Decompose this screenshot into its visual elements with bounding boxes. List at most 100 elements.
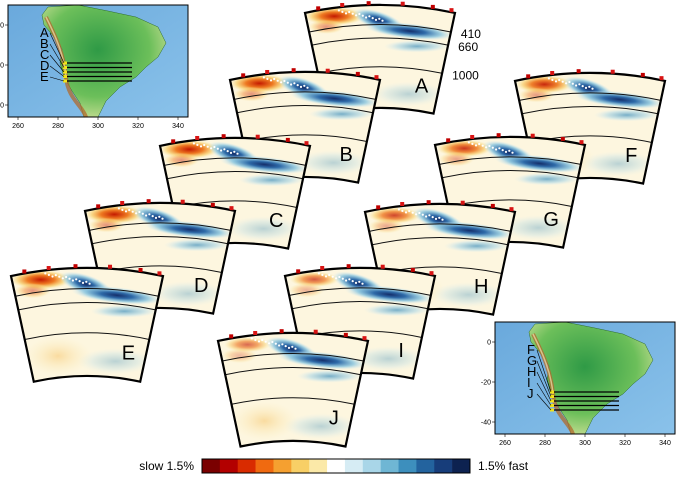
earthquake-dot bbox=[117, 207, 120, 210]
leader-line bbox=[49, 54, 65, 73]
earthquake-dot bbox=[223, 148, 226, 151]
earthquake-dot bbox=[271, 340, 274, 344]
map-x-tick: 320 bbox=[132, 123, 144, 130]
station-marker bbox=[410, 267, 415, 272]
discontinuity-line bbox=[89, 222, 231, 231]
earthquake-dot bbox=[441, 218, 444, 221]
earthquake-dot bbox=[210, 147, 213, 150]
earthquake-dot bbox=[290, 83, 293, 86]
leader-line bbox=[49, 65, 65, 77]
earthquake-dot bbox=[75, 278, 78, 281]
profile-label: D bbox=[40, 58, 49, 73]
earthquake-dot bbox=[504, 150, 508, 153]
slab-anomaly bbox=[238, 173, 305, 187]
map-y-tick: 0 bbox=[0, 23, 4, 30]
earthquake-dot bbox=[131, 210, 134, 213]
profile-label: A bbox=[40, 25, 49, 40]
earthquake-dot bbox=[81, 281, 85, 284]
station-marker bbox=[73, 264, 78, 269]
slab-anomaly bbox=[71, 285, 163, 305]
map-x-tick: 340 bbox=[172, 123, 184, 130]
profile-start-marker bbox=[63, 79, 67, 83]
leader-line bbox=[536, 360, 552, 397]
panel-letter: C bbox=[269, 210, 283, 232]
earthquake-dot bbox=[303, 84, 306, 87]
colorbar-swatch bbox=[416, 459, 435, 473]
earthquake-dot bbox=[338, 275, 341, 279]
earthquake-dot bbox=[88, 282, 91, 285]
lower-mantle-anomaly bbox=[283, 413, 359, 440]
profile-label: H bbox=[527, 364, 536, 379]
panel-letter: F bbox=[625, 145, 637, 167]
profile-label: C bbox=[40, 47, 49, 62]
slab-anomaly bbox=[424, 221, 515, 240]
lower-mantle-anomaly bbox=[225, 216, 301, 242]
panel-letter: B bbox=[340, 144, 353, 166]
colorbar-frame bbox=[201, 458, 471, 474]
profile-start-marker bbox=[63, 75, 67, 78]
earthquake-dot bbox=[274, 342, 277, 345]
station-marker bbox=[374, 75, 379, 80]
earthquake-dot bbox=[328, 273, 331, 277]
earthquake-dot bbox=[551, 78, 554, 81]
station-marker bbox=[366, 1, 371, 6]
slab-anomaly bbox=[344, 285, 435, 304]
earthquake-dot bbox=[299, 85, 303, 88]
discontinuity-line bbox=[18, 302, 156, 311]
earthquake-dot bbox=[266, 77, 269, 80]
lower-mantle-anomaly bbox=[77, 348, 154, 375]
discontinuity-line bbox=[225, 367, 361, 376]
station-marker bbox=[108, 264, 113, 269]
colorbar-swatch bbox=[273, 459, 292, 473]
station-marker bbox=[496, 133, 501, 138]
discontinuity-line bbox=[166, 171, 304, 180]
panel-letter: A bbox=[415, 76, 429, 98]
station-marker bbox=[550, 70, 555, 75]
profile-start-marker bbox=[550, 408, 554, 412]
profile-label: F bbox=[527, 342, 535, 357]
discontinuity-line bbox=[289, 287, 431, 296]
slab-anomaly bbox=[289, 89, 380, 108]
earthquake-dot bbox=[296, 84, 299, 87]
panel-j: J bbox=[216, 329, 370, 448]
station-marker bbox=[400, 201, 405, 206]
station-marker bbox=[426, 200, 431, 205]
earthquake-dot bbox=[203, 143, 206, 147]
earthquake-dot bbox=[355, 14, 358, 17]
discontinuity-line bbox=[236, 105, 374, 114]
slab-anomaly bbox=[363, 303, 430, 317]
earthquake-dot bbox=[491, 146, 494, 149]
station-marker bbox=[146, 199, 151, 204]
lower-mantle-anomaly bbox=[430, 282, 506, 308]
earthquake-dot bbox=[206, 145, 209, 148]
discontinuity-line bbox=[24, 332, 150, 340]
discontinuity-line bbox=[521, 106, 659, 115]
station-marker bbox=[490, 203, 495, 208]
earthquake-dot bbox=[554, 80, 558, 83]
station-marker bbox=[530, 133, 535, 138]
earthquake-dot bbox=[378, 17, 381, 20]
discontinuity-line bbox=[164, 157, 306, 166]
discontinuity-line bbox=[91, 236, 229, 245]
station-marker bbox=[180, 199, 185, 204]
station-marker bbox=[210, 202, 215, 207]
earthquake-dot bbox=[508, 149, 511, 152]
leader-line bbox=[536, 393, 552, 411]
earthquake-dot bbox=[196, 143, 199, 146]
profile-label: B bbox=[40, 36, 49, 51]
earthquake-dot bbox=[51, 275, 54, 278]
earthquake-dot bbox=[341, 277, 344, 280]
discontinuity-line bbox=[308, 24, 452, 33]
earthquake-dot bbox=[431, 216, 434, 219]
station-marker bbox=[376, 205, 381, 210]
discontinuity-line bbox=[311, 37, 449, 46]
earthquake-dot bbox=[283, 79, 286, 83]
lower-mantle-anomaly bbox=[580, 151, 656, 177]
earthquake-dot bbox=[588, 85, 591, 88]
earthquake-dot bbox=[276, 79, 279, 82]
station-marker bbox=[340, 2, 345, 7]
earthquake-dot bbox=[571, 82, 574, 85]
station-marker bbox=[343, 332, 348, 337]
